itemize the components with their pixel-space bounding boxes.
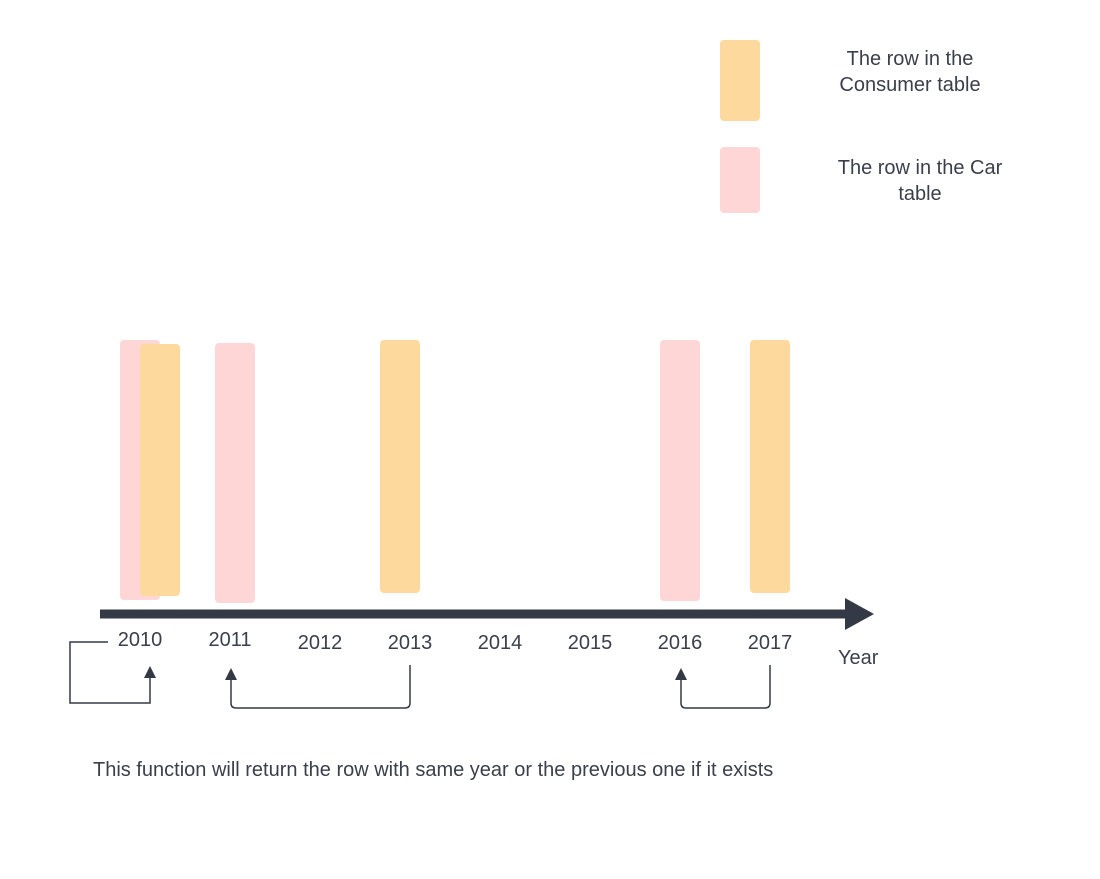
connector-2010-to-2010 <box>69 641 151 704</box>
year-label-2015: 2015 <box>567 632 613 654</box>
legend-swatch-car <box>720 147 760 213</box>
year-label-2016: 2016 <box>657 632 703 654</box>
year-label-2014: 2014 <box>477 632 523 654</box>
year-label-2011: 2011 <box>208 629 252 651</box>
connector-2017-to-2016 <box>680 665 771 709</box>
connector-2013-to-2011 <box>230 665 411 709</box>
axis-label-year: Year <box>838 647 879 669</box>
consumer-row-bar-2010 <box>140 344 180 596</box>
connector-arrowhead-2010 <box>144 666 156 678</box>
connector-arrowhead-2016 <box>675 668 687 680</box>
consumer-row-bar-2017 <box>750 340 790 593</box>
year-label-2012: 2012 <box>297 632 343 654</box>
timeline-axis-arrowhead <box>845 598 874 630</box>
legend-label-consumer: The row in the Consumer table <box>839 48 981 96</box>
year-label-2017: 2017 <box>747 632 793 654</box>
legend-swatch-consumer <box>720 40 760 121</box>
car-row-bar-2016 <box>660 340 700 601</box>
caption: This function will return the row with s… <box>93 759 774 781</box>
year-label-2013: 2013 <box>387 632 433 654</box>
consumer-row-bar-2013 <box>380 340 420 593</box>
connector-arrowhead-2011 <box>225 668 237 680</box>
car-row-bar-2011 <box>215 343 255 603</box>
year-label-2010: 2010 <box>117 629 163 651</box>
legend-label-car: The row in the Car table <box>837 157 1003 205</box>
